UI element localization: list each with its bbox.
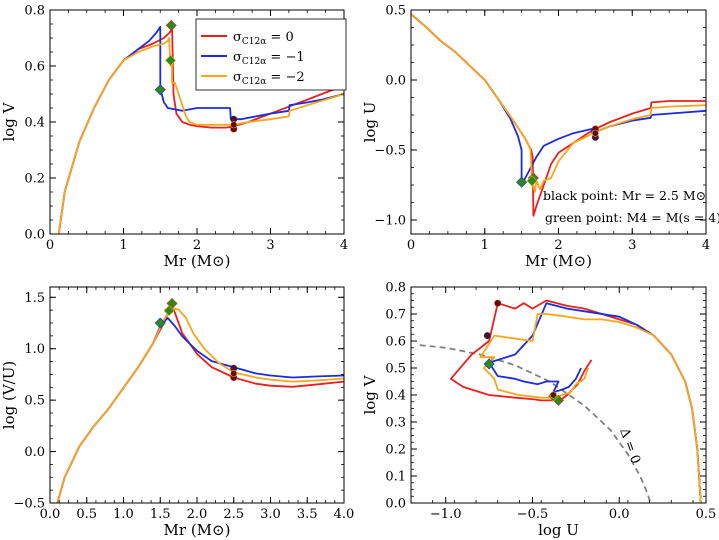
legend-label-0: σC12α = 0 bbox=[233, 30, 294, 47]
legend-frame bbox=[195, 18, 347, 91]
x-tick-label: 4.0 bbox=[334, 507, 355, 522]
y-tick-label: 0.3 bbox=[385, 416, 406, 431]
x-tick-label: 3.5 bbox=[297, 507, 318, 522]
y-tick-label: 0.8 bbox=[24, 4, 45, 19]
axes-frame bbox=[49, 286, 345, 504]
x-tick-label: 0.5 bbox=[696, 507, 717, 522]
y-tick-label: 0.2 bbox=[24, 172, 45, 187]
black-point-2 bbox=[591, 129, 599, 137]
panel-logVU-vs-Mr: 0.0 0.5 1.0 1.5 2.0 2.5 3.0 3.5 4.0−0.50.00.51.0… bbox=[0, 286, 355, 539]
delta-zero-label: Δ = 0 bbox=[616, 426, 643, 466]
y-tick-label: −1.0 bbox=[374, 214, 406, 229]
y-tick-label: −0.5 bbox=[13, 497, 45, 512]
x-tick-label: 1 bbox=[119, 238, 127, 253]
x-axis-title: Mr (M⊙) bbox=[164, 521, 231, 539]
green-point-1 bbox=[154, 317, 166, 329]
y-tick-label: 0.0 bbox=[24, 445, 45, 460]
y-tick-label: 0.6 bbox=[385, 335, 406, 350]
y-tick-label: 1.5 bbox=[24, 291, 45, 306]
y-tick-label: 0.7 bbox=[385, 308, 406, 323]
panel-logV-vs-logU: −1.0 −0.5 0.0 0.5 0.0 0.1 0.2 0.3 0.4 0.5 0.6 0.7 0.… bbox=[361, 281, 716, 540]
series-line-0 bbox=[56, 303, 344, 503]
series-line-1 bbox=[411, 13, 706, 186]
x-tick-label: 0.5 bbox=[76, 507, 97, 522]
black-point-1 bbox=[483, 332, 491, 340]
black-point-2 bbox=[549, 391, 557, 399]
x-tick-label: 3 bbox=[628, 238, 636, 253]
y-axis-title: log V bbox=[361, 374, 379, 414]
y-axis-title: log U bbox=[361, 102, 379, 143]
series-line-2 bbox=[56, 306, 344, 503]
black-point-2 bbox=[230, 369, 238, 377]
x-tick-label: 0 bbox=[407, 238, 415, 253]
y-tick-label: 0.5 bbox=[385, 362, 406, 377]
x-tick-label: 3.0 bbox=[260, 507, 281, 522]
x-tick-label: −1.0 bbox=[430, 507, 462, 522]
x-tick-label: 1 bbox=[481, 238, 489, 253]
y-tick-label: 0.4 bbox=[385, 389, 406, 404]
annotation-black-point: black point: Mr = 2.5 M⊙ bbox=[543, 188, 706, 203]
black-point-2 bbox=[230, 121, 238, 129]
series-line-1 bbox=[56, 317, 344, 503]
x-axis-title: Mr (M⊙) bbox=[525, 252, 592, 270]
series-line-1 bbox=[488, 302, 702, 503]
legend-label-1: σC12α = −1 bbox=[233, 50, 305, 67]
x-tick-label: 2.0 bbox=[187, 507, 208, 522]
y-axis-title: log (V/U) bbox=[0, 361, 18, 429]
y-tick-label: 0.5 bbox=[385, 4, 406, 19]
y-tick-label: 0.4 bbox=[24, 116, 45, 131]
panel-logU-vs-Mr: 0 1 2 3 4 −1.0 −0.5 0.0 0.5 Mr (M⊙) log U bbox=[361, 4, 710, 271]
y-tick-label: 0.8 bbox=[385, 281, 406, 296]
green-point-2 bbox=[165, 54, 177, 66]
black-point-0 bbox=[494, 299, 502, 307]
green-point-2 bbox=[163, 305, 175, 317]
y-tick-label: 0.5 bbox=[24, 394, 45, 409]
x-tick-label: 0 bbox=[46, 238, 54, 253]
y-tick-label: 0.1 bbox=[385, 470, 406, 485]
y-tick-label: 0.0 bbox=[385, 74, 406, 89]
delta-zero-curve bbox=[419, 344, 652, 503]
green-point-1 bbox=[154, 84, 166, 96]
green-point-2 bbox=[526, 175, 538, 187]
y-tick-label: −0.5 bbox=[374, 144, 406, 159]
series-line-0 bbox=[450, 299, 702, 503]
x-tick-label: 4 bbox=[702, 238, 710, 253]
x-tick-label: 0.0 bbox=[609, 507, 630, 522]
x-tick-label: 1.0 bbox=[113, 507, 134, 522]
legend-label-2: σC12α = −2 bbox=[233, 70, 305, 87]
x-tick-label: 2.5 bbox=[223, 507, 244, 522]
green-point-1 bbox=[516, 176, 528, 188]
x-tick-label: −0.5 bbox=[517, 507, 549, 522]
legend: σC12α = 0 σC12α = −1 σC12α = −2 bbox=[195, 18, 347, 91]
y-tick-label: 0.2 bbox=[385, 443, 406, 458]
series-line-2 bbox=[411, 13, 706, 193]
series-line-2 bbox=[57, 37, 344, 234]
y-axis-title: log V bbox=[0, 101, 18, 141]
x-tick-label: 2 bbox=[554, 238, 562, 253]
y-tick-label: 0.0 bbox=[385, 497, 406, 512]
series-line-2 bbox=[479, 313, 702, 503]
green-point-1 bbox=[483, 358, 495, 370]
x-tick-label: 4 bbox=[340, 238, 348, 253]
x-axis-title: Mr (M⊙) bbox=[164, 252, 231, 270]
x-tick-label: 1.5 bbox=[150, 507, 171, 522]
green-point-0 bbox=[165, 19, 177, 31]
y-tick-label: 0.6 bbox=[24, 60, 45, 75]
x-tick-label: 0.0 bbox=[40, 507, 61, 522]
panel-logV-vs-Mr: 0 1 2 3 4 0.0 0.2 0.4 0.6 0.8 Mr (M⊙) log V bbox=[0, 4, 348, 271]
x-tick-label: 3 bbox=[266, 238, 274, 253]
annotation-green-point: green point: M4 = M(s = 4) bbox=[545, 210, 719, 225]
y-tick-label: 1.0 bbox=[24, 342, 45, 357]
x-axis-title: log U bbox=[538, 521, 579, 539]
y-tick-label: 0.0 bbox=[24, 228, 45, 243]
x-tick-label: 2 bbox=[193, 238, 201, 253]
